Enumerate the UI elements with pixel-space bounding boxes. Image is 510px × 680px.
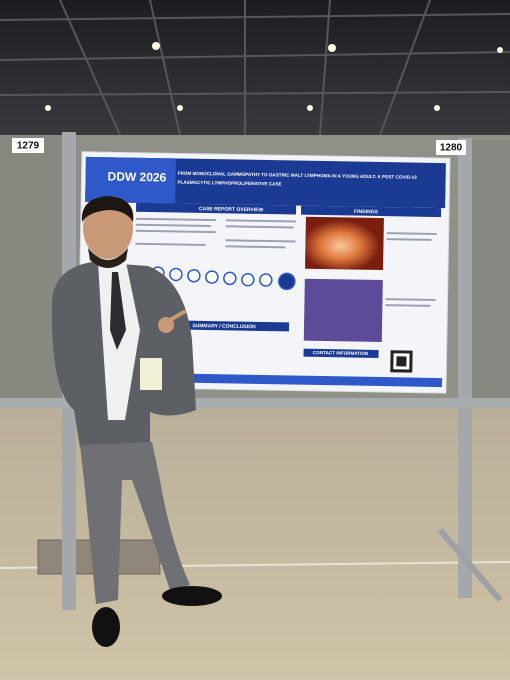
poster-title: PLASMACYTIC LYMPHOPROLIFERATIVE CASE (177, 180, 281, 187)
booth-number: 1279 (17, 141, 40, 152)
section-heading: CONTACT INFORMATION (313, 350, 369, 356)
booth-number: 1280 (440, 143, 463, 154)
section-heading: FINDINGS (354, 209, 379, 215)
poster-logo: DDW 2026 (107, 169, 166, 184)
badge (140, 358, 162, 390)
section-heading: SUMMARY / CONCLUSION (192, 323, 256, 330)
poster-title: FROM MONOCLONAL GAMMOPATHY TO GASTRIC MA… (178, 171, 418, 180)
histology-image (303, 278, 383, 343)
section-heading: CASE REPORT OVERVIEW (199, 206, 264, 213)
person (51, 196, 222, 647)
booth-sign (436, 140, 466, 155)
booth-sign (12, 138, 44, 153)
endoscopy-image (305, 216, 384, 271)
stand-post (458, 138, 472, 598)
ceiling (0, 0, 510, 140)
